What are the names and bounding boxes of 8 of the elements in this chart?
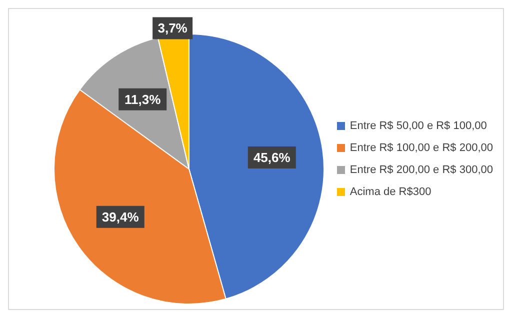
data-label: 11,3% xyxy=(124,92,162,107)
legend-label: Entre R$ 50,00 e R$ 100,00 xyxy=(350,119,487,134)
legend-label: Entre R$ 100,00 e R$ 200,00 xyxy=(350,141,493,156)
legend-label: Acima de R$300 xyxy=(350,185,432,200)
data-label: 45,6% xyxy=(253,150,291,165)
data-label: 39,4% xyxy=(102,209,140,224)
data-label: 3,7% xyxy=(158,20,188,36)
legend-label: Entre R$ 200,00 e R$ 300,00 xyxy=(350,163,493,178)
